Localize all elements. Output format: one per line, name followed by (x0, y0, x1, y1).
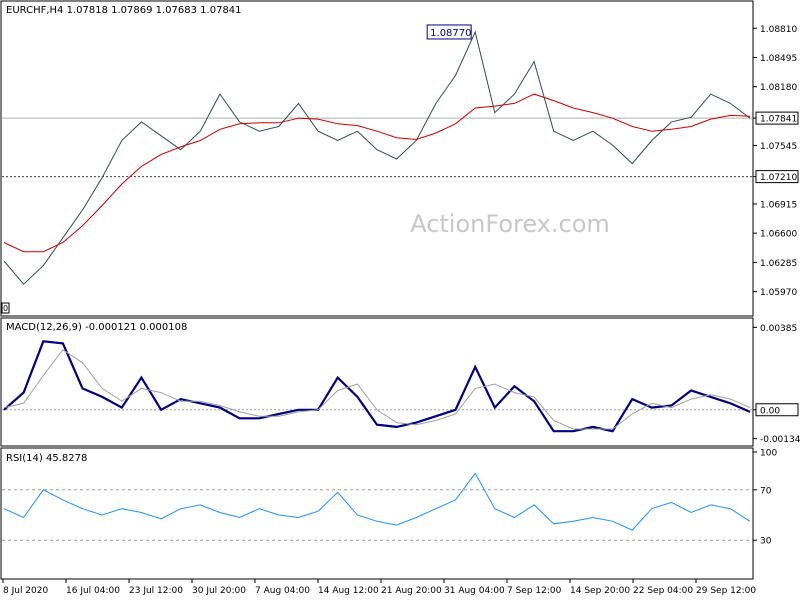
rsi-y-tick-label: 100 (760, 449, 777, 459)
macd-title: MACD(12,26,9) -0.000121 0.000108 (6, 322, 187, 333)
x-tick-label: 29 Sep 12:00 (696, 586, 756, 596)
price-panel-frame (0, 0, 754, 317)
x-tick-label: 31 Aug 04:00 (444, 586, 505, 596)
rsi-y-tick-label: 70 (760, 486, 772, 496)
rsi-series-0 (3, 472, 751, 531)
x-tick-label: 23 Jul 12:00 (129, 586, 183, 596)
price-y-tick-label: 1.06600 (760, 230, 797, 240)
rsi-title: RSI(14) 45.8278 (6, 453, 87, 464)
macd-y-tick-label: -0.001348 (760, 435, 800, 445)
x-tick-label: 30 Jul 20:00 (192, 586, 246, 596)
rsi-y-tick-label: 30 (760, 537, 772, 547)
x-tick-label: 14 Sep 20:00 (570, 586, 630, 596)
price-y-tick-label: 1.05970 (760, 288, 797, 298)
macd-series-0 (3, 340, 751, 433)
low-marker: 0 (3, 304, 8, 313)
x-tick-label: 21 Aug 20:00 (381, 586, 442, 596)
price-y-label-box (755, 170, 799, 184)
high-label: 1.08770 (430, 28, 471, 39)
macd-panel: 0.00385 0.00 -0.001348 (2, 324, 800, 445)
macd-series-1 (3, 349, 751, 430)
rsi-panel: 100 70 30 (2, 449, 777, 547)
price-y-tick-label: 1.06285 (760, 259, 797, 269)
price-y-tick-label: 1.07210 (760, 173, 797, 183)
price-y-tick-label: 1.07545 (760, 142, 797, 152)
price-title: EURCHF,H4 1.07818 1.07869 1.07683 1.0784… (6, 5, 242, 16)
x-tick-label: 22 Sep 04:00 (633, 586, 693, 596)
x-tick-label: 7 Aug 04:00 (255, 586, 310, 596)
rsi-panel-frame (0, 447, 754, 580)
x-tick-label: 7 Sep 12:00 (507, 586, 562, 596)
x-axis: 8 Jul 2020 16 Jul 04:00 23 Jul 12:00 30 Jul… (2, 579, 756, 596)
price-y-tick-label: 1.08180 (760, 83, 797, 93)
price-panel: 1.08810 1.08495 1.08180 1.07841 1.07545 1.072… (1, 24, 799, 314)
price-y-tick-label: 1.07841 (760, 115, 797, 125)
x-tick-label: 8 Jul 2020 (3, 586, 48, 596)
x-tick-label: 14 Aug 12:00 (318, 586, 379, 596)
price-series-1 (3, 93, 751, 253)
macd-y-tick-label: 0.00 (760, 406, 780, 416)
x-tick-label: 16 Jul 04:00 (66, 586, 120, 596)
price-series-0 (3, 30, 751, 285)
price-y-label-box (755, 111, 799, 125)
macd-y-tick-label: 0.00385 (760, 324, 797, 334)
high-label-box (426, 24, 472, 40)
macd-panel-frame (0, 317, 754, 447)
price-y-tick-label: 1.08495 (760, 54, 797, 64)
price-y-tick-label: 1.06915 (760, 200, 797, 210)
watermark: ActionForex.com (410, 210, 610, 238)
macd-y-label-box (755, 403, 799, 417)
low-marker-box (1, 302, 10, 314)
price-y-tick-label: 1.08810 (760, 25, 797, 35)
